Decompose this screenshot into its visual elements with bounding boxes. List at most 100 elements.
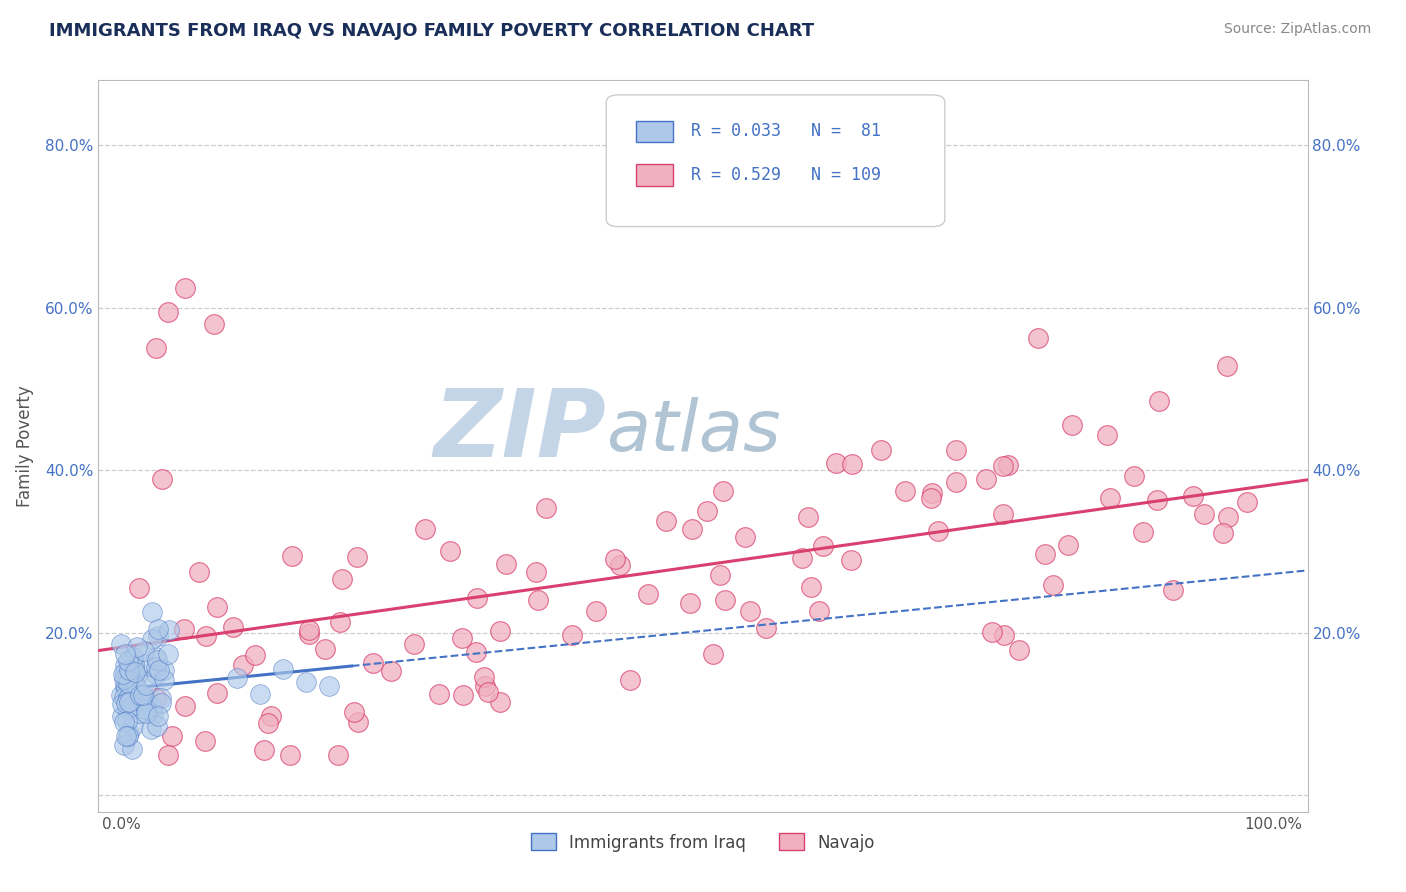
Point [149, 696, 172, 710]
Point [298, 627, 321, 641]
Point [194, 734, 217, 748]
Point [993, 628, 1015, 642]
Point [281, 549, 304, 563]
Point [524, 565, 547, 579]
Point [145, 660, 167, 674]
Point [413, 523, 436, 537]
Point [404, 637, 426, 651]
Point [195, 629, 218, 643]
Point [124, 657, 146, 671]
Point [619, 673, 641, 688]
Point [115, 696, 138, 710]
Point [117, 676, 139, 690]
Point [927, 524, 949, 538]
Point [121, 719, 143, 733]
Point [157, 623, 180, 637]
Point [115, 700, 138, 714]
Point [841, 457, 863, 471]
Point [734, 530, 756, 544]
Point [112, 690, 135, 704]
Point [1099, 491, 1122, 506]
Point [117, 729, 139, 743]
Point [121, 742, 143, 756]
Point [110, 689, 132, 703]
Point [111, 708, 134, 723]
Point [347, 715, 370, 730]
Point [477, 684, 499, 698]
Point [118, 673, 141, 688]
Point [714, 593, 737, 607]
Text: R = 0.529   N = 109: R = 0.529 N = 109 [690, 167, 882, 185]
Point [121, 698, 143, 713]
Point [991, 458, 1014, 473]
Point [1062, 417, 1084, 432]
Text: R = 0.033   N =  81: R = 0.033 N = 81 [690, 122, 882, 140]
Point [232, 657, 254, 672]
Point [894, 484, 917, 499]
Point [1216, 510, 1239, 524]
Point [474, 679, 496, 693]
Point [205, 685, 228, 699]
Point [122, 661, 145, 675]
Point [427, 688, 450, 702]
Point [945, 475, 967, 489]
Point [135, 692, 157, 706]
Point [111, 698, 134, 712]
Point [145, 719, 167, 733]
Point [112, 739, 135, 753]
Text: ZIP: ZIP [433, 385, 606, 477]
Point [271, 663, 294, 677]
Point [1216, 359, 1239, 373]
Point [125, 681, 148, 696]
Point [1147, 394, 1170, 409]
Point [346, 550, 368, 565]
Point [1132, 525, 1154, 540]
Point [755, 621, 778, 635]
Point [318, 679, 340, 693]
Point [131, 657, 153, 671]
Point [253, 742, 276, 756]
Bar [637, 164, 672, 186]
Point [205, 599, 228, 614]
Point [655, 514, 678, 528]
Point [112, 715, 135, 730]
Point [796, 510, 818, 524]
Point [280, 747, 302, 762]
Point [561, 628, 583, 642]
Point [117, 691, 139, 706]
Point [609, 558, 631, 572]
Point [128, 706, 150, 721]
Point [1057, 538, 1080, 552]
Point [128, 688, 150, 702]
Point [115, 729, 138, 743]
Point [489, 624, 512, 638]
Point [585, 604, 607, 618]
Point [679, 596, 702, 610]
Point [495, 557, 517, 571]
Point [361, 656, 384, 670]
Text: atlas: atlas [606, 397, 780, 466]
Point [1008, 642, 1031, 657]
Point [187, 565, 209, 579]
Point [709, 567, 731, 582]
Point [132, 644, 155, 658]
Point [1123, 469, 1146, 483]
Point [145, 691, 167, 706]
Point [114, 647, 136, 661]
Point [702, 647, 724, 661]
Point [145, 342, 167, 356]
Point [173, 623, 195, 637]
Point [125, 640, 148, 654]
Point [124, 665, 146, 680]
Point [152, 663, 174, 677]
Point [148, 709, 170, 723]
Point [330, 573, 353, 587]
Point [869, 442, 891, 457]
Point [1026, 331, 1049, 345]
Point [974, 472, 997, 486]
Point [141, 699, 163, 714]
Point [174, 699, 197, 714]
Point [141, 632, 163, 647]
Point [1236, 495, 1258, 509]
Point [1212, 526, 1234, 541]
